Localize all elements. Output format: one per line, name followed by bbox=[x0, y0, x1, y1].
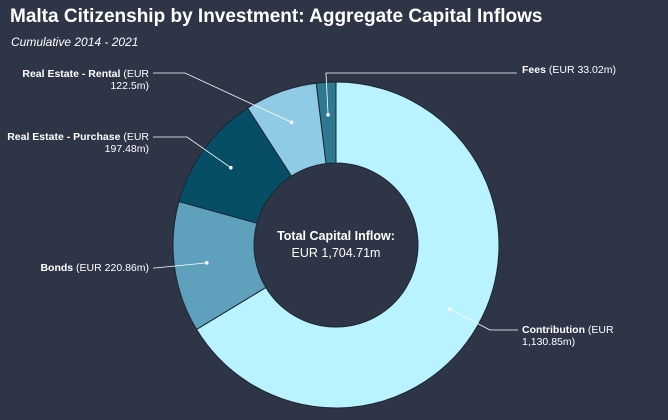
slice-contribution[interactable] bbox=[195, 81, 500, 409]
leader-dot-bonds bbox=[204, 261, 209, 265]
center-label-title: Total Capital Inflow: bbox=[277, 229, 395, 243]
chart-subtitle: Cumulative 2014 - 2021 bbox=[11, 35, 139, 49]
leader-line-real-estate-purchase bbox=[153, 136, 232, 169]
leader-line-fees bbox=[325, 72, 517, 115]
center-label-value: EUR 1,704.71m bbox=[292, 246, 381, 260]
leader-dot-fees bbox=[326, 112, 330, 117]
leader-line-bonds bbox=[153, 262, 207, 269]
chart-title: Malta Citizenship by Investment: Aggrega… bbox=[10, 6, 543, 27]
leader-dot-real-estate-rental bbox=[289, 120, 294, 125]
slice-label-contribution: Contribution (EUR 1,130.85m) bbox=[522, 324, 614, 348]
leader-dot-contribution bbox=[447, 307, 452, 311]
slice-label-bonds: Bonds (EUR 220.86m) bbox=[40, 262, 149, 274]
leader-line-real-estate-rental bbox=[153, 72, 292, 123]
leader-line-contribution bbox=[449, 308, 518, 331]
slice-label-fees: Fees (EUR 33.02m) bbox=[522, 64, 616, 76]
slice-label-real-estate-purchase: Real Estate - Purchase (EUR 197.48m) bbox=[7, 131, 149, 155]
leader-dot-real-estate-purchase bbox=[229, 165, 233, 170]
slice-label-real-estate-rental: Real Estate - Rental (EUR 122.5m) bbox=[22, 68, 149, 92]
slice-fees[interactable] bbox=[315, 81, 337, 165]
